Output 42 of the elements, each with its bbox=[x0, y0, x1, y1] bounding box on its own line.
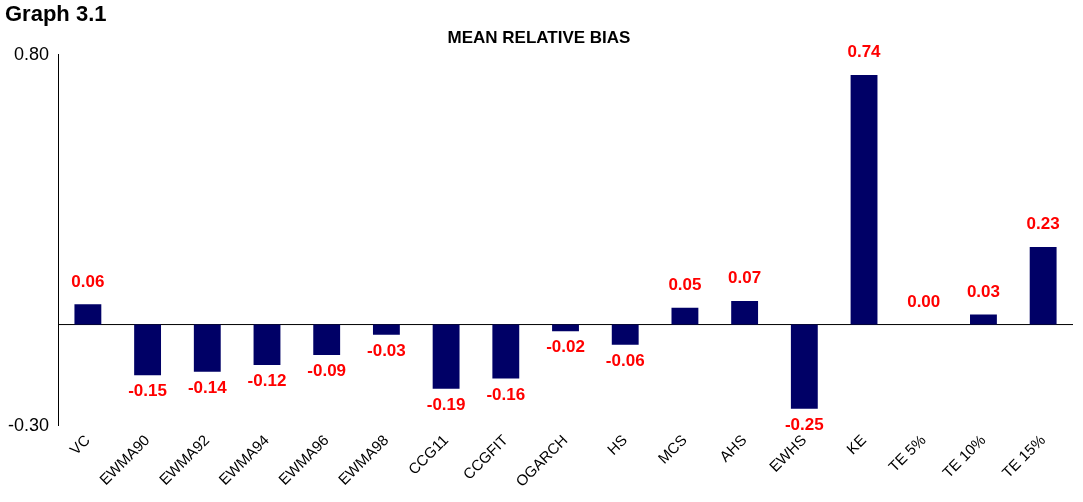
data-label: -0.19 bbox=[426, 394, 466, 414]
data-label: 0.23 bbox=[1026, 214, 1060, 234]
bar bbox=[372, 324, 400, 335]
bar bbox=[74, 304, 102, 325]
bar bbox=[671, 307, 699, 325]
data-label: -0.14 bbox=[187, 377, 228, 397]
x-tick-label: VC bbox=[66, 431, 94, 458]
data-label: 0.03 bbox=[966, 281, 1000, 301]
x-tick-label: TE 10% bbox=[938, 431, 989, 481]
bar bbox=[731, 300, 759, 325]
data-label: -0.09 bbox=[307, 361, 347, 381]
bar bbox=[253, 324, 281, 366]
y-tick-label: -0.30 bbox=[8, 414, 50, 435]
bar bbox=[313, 324, 341, 355]
data-label: -0.16 bbox=[486, 384, 526, 404]
x-tick-label: HS bbox=[603, 431, 631, 458]
data-label: 0.00 bbox=[907, 291, 941, 311]
data-label: -0.15 bbox=[128, 381, 167, 401]
data-label: 0.06 bbox=[71, 271, 105, 291]
x-tick-label: KE bbox=[842, 431, 870, 458]
bar bbox=[790, 324, 818, 409]
chart-subtitle: MEAN RELATIVE BIAS bbox=[447, 28, 631, 48]
y-tick-label: 0.80 bbox=[13, 43, 50, 64]
data-label: 0.05 bbox=[668, 274, 702, 294]
bar bbox=[492, 324, 520, 379]
bar bbox=[1029, 247, 1057, 325]
bar bbox=[134, 324, 162, 376]
bar bbox=[970, 314, 997, 325]
bar bbox=[611, 324, 639, 345]
data-label: -0.02 bbox=[546, 337, 585, 357]
data-label: 0.74 bbox=[847, 42, 882, 62]
data-label: -0.06 bbox=[605, 350, 645, 370]
data-label: 0.07 bbox=[728, 268, 762, 288]
x-tick-label: TE 5% bbox=[884, 431, 929, 475]
data-label: -0.25 bbox=[784, 415, 824, 435]
bar bbox=[850, 75, 878, 325]
bar bbox=[552, 324, 579, 332]
bar bbox=[432, 324, 460, 389]
chart-title: Graph 3.1 bbox=[5, 1, 107, 27]
data-label: -0.03 bbox=[367, 340, 406, 360]
bar bbox=[193, 324, 221, 372]
data-label: -0.12 bbox=[247, 371, 287, 391]
